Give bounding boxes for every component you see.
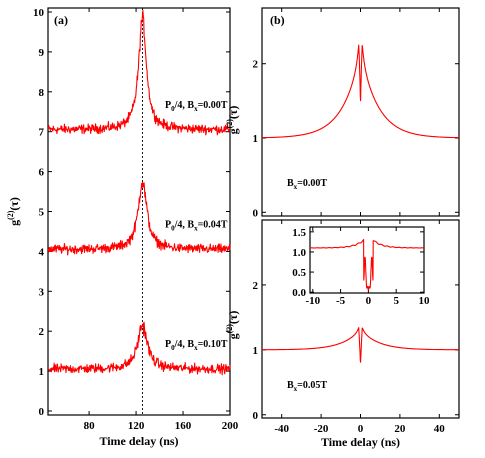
x-tick-label: 120 (128, 420, 145, 432)
y-tick-label: 0 (253, 207, 259, 219)
panel-label: (b) (270, 13, 285, 27)
field-annotation: Bx=0.00T (287, 178, 327, 191)
series-line-3 (47, 321, 231, 376)
y-tick-label: 0 (253, 410, 259, 422)
y-tick-label: 0 (39, 406, 45, 418)
y-tick-label: 0.5 (292, 267, 306, 279)
x-tick-label: -40 (274, 423, 289, 435)
y-axis-title: g(2)(τ) (225, 106, 240, 135)
panel-b-top: 0 1 2 (b) Bx=0.00T g(2)(τ) (225, 7, 460, 219)
series-line-2 (47, 181, 231, 256)
x-tick-label: 0 (358, 423, 364, 435)
y-axis-title: g(2)(τ) (6, 197, 21, 226)
x-tick-label: 160 (175, 420, 192, 432)
x-tick-label: 5 (393, 295, 399, 307)
series-annotation: P0/4, Bx=0.10T (165, 339, 228, 352)
y-tick-label: 2 (253, 59, 259, 71)
plot-frame (47, 7, 231, 416)
y-tick-label: 0.0 (292, 287, 306, 299)
series-annotation: P0/4, Bx=0.04T (165, 219, 228, 232)
y-tick-label: 2 (253, 280, 259, 292)
y-tick-label: 1 (253, 133, 259, 145)
series-annotation: P0/4, Bx=0.00T (165, 100, 228, 113)
x-tick-label: -20 (314, 423, 329, 435)
y-axis-title: g(2)(τ) (225, 311, 240, 340)
y-tick-label: 1.0 (292, 247, 306, 259)
y-tick-label: 1 (39, 366, 45, 378)
x-tick-label: 40 (434, 423, 446, 435)
x-tick-label: 80 (84, 420, 96, 432)
y-tick-label: 9 (39, 47, 45, 59)
y-tick-label: 3 (39, 286, 45, 298)
plot-frame (309, 226, 425, 294)
x-tick-label: 20 (394, 423, 406, 435)
x-tick-label: 200 (222, 420, 239, 432)
x-axis-title: Time delay (ns) (99, 434, 178, 448)
x-tick-label: -10 (305, 295, 320, 307)
y-tick-label: 2 (39, 326, 45, 338)
y-tick-label: 6 (39, 167, 45, 179)
y-tick-label: 1.5 (292, 227, 306, 239)
panel-label: (a) (54, 13, 68, 27)
x-tick-label: 10 (419, 295, 431, 307)
y-tick-label: 10 (33, 7, 45, 19)
y-tick-label: 4 (39, 246, 45, 258)
inset-panel: -10 -5 0 5 10 0.0 0.5 1.0 1.5 (292, 226, 431, 307)
panel-b-bottom: -40 -20 0 20 40 0 1 2 Bx=0.05T Time delay (ns) g(2… (225, 219, 460, 449)
y-tick-label: 7 (39, 127, 45, 139)
series-line (261, 327, 460, 363)
y-tick-label: 5 (39, 207, 45, 219)
y-tick-label: 8 (39, 87, 45, 99)
panel-a: 80 120 160 200 0 1 2 3 4 5 6 7 8 9 10 (a) P0/4, Bx=0.00T… (6, 7, 239, 448)
series-line (261, 44, 460, 139)
series-line-1 (47, 9, 231, 136)
x-axis-title: Time delay (ns) (321, 435, 400, 449)
x-tick-label: -5 (336, 295, 346, 307)
field-annotation: Bx=0.05T (287, 380, 327, 393)
series-line (309, 238, 425, 291)
y-tick-label: 1 (253, 345, 259, 357)
inset-background (310, 227, 424, 293)
x-tick-label: 0 (366, 295, 372, 307)
